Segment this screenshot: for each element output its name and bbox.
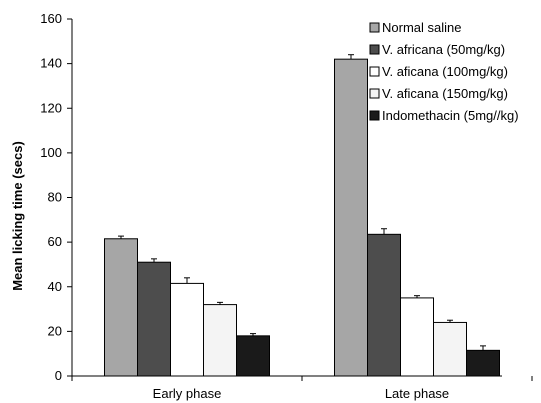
legend-swatch (369, 22, 380, 33)
y-tick-label: 140 (40, 56, 62, 71)
bar (203, 304, 237, 377)
legend-label: V. aficana (150mg/kg) (382, 86, 508, 101)
bar (104, 238, 138, 377)
y-tick-label: 80 (48, 190, 62, 205)
y-tick-label: 100 (40, 145, 62, 160)
legend-label: V. africana (50mg/kg) (382, 42, 505, 57)
y-tick-label: 120 (40, 100, 62, 115)
legend-label: Normal saline (382, 20, 461, 35)
bar (367, 233, 401, 377)
legend: Normal saline V. africana (50mg/kg) V. afi… (369, 20, 519, 123)
legend-swatch (369, 88, 380, 99)
y-tick-label: 0 (55, 368, 62, 383)
bar (466, 349, 500, 377)
bar (137, 261, 171, 377)
plot-area: 0 20 40 60 80 100 120 140 160 Early phase Late pha… (40, 11, 533, 401)
bar (433, 321, 467, 377)
legend-swatch (369, 66, 380, 77)
bar (170, 282, 204, 377)
legend-swatch (369, 110, 380, 121)
y-tick-label: 160 (40, 11, 62, 26)
y-tick-label: 60 (48, 234, 62, 249)
bar (400, 297, 434, 377)
x-category-label: Early phase (153, 386, 222, 401)
y-axis-title: Mean licking time (secs) (10, 141, 25, 291)
bar (334, 58, 368, 377)
y-tick-label: 20 (48, 323, 62, 338)
legend-swatch (369, 44, 380, 55)
x-category-label: Late phase (385, 386, 449, 401)
legend-label: V. aficana (100mg/kg) (382, 64, 508, 79)
bar (236, 335, 270, 377)
y-tick-label: 40 (48, 279, 62, 294)
legend-label: Indomethacin (5mg//kg) (382, 108, 519, 123)
